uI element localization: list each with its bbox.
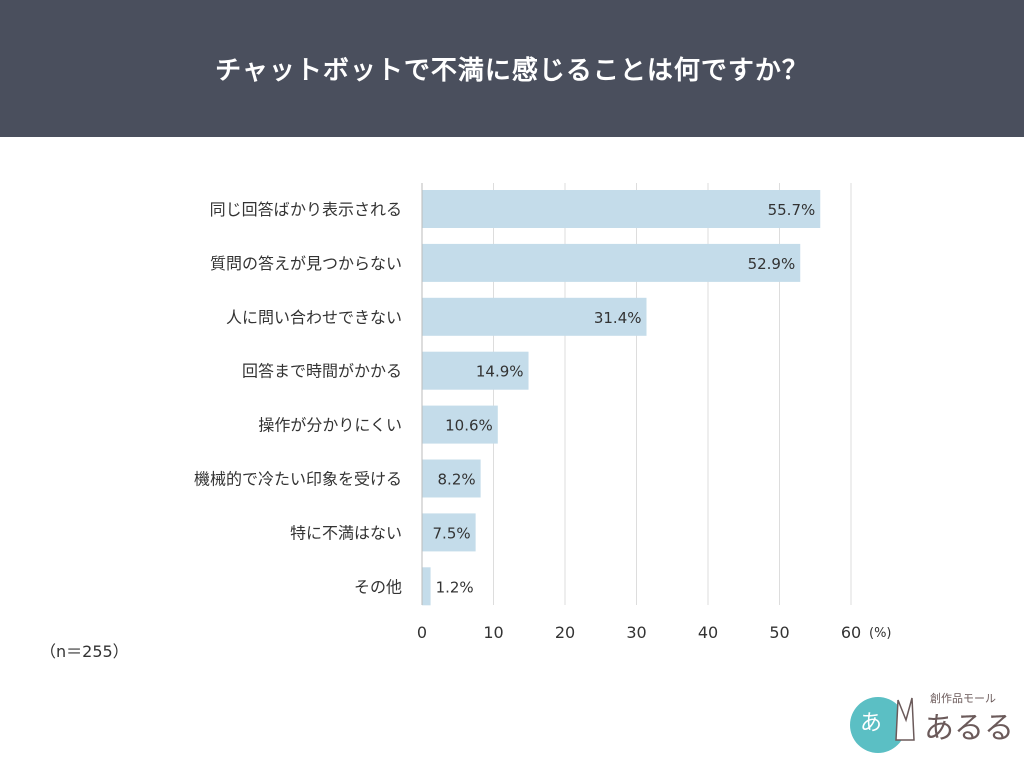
bar: [422, 405, 498, 444]
category-label: 特に不満はない: [290, 523, 402, 542]
logo: あ 創作品モール あるる: [850, 691, 1014, 753]
header: チャットボットで不満に感じることは何ですか？: [0, 0, 1024, 137]
svg-text:創作品モール: 創作品モール: [930, 691, 996, 705]
x-tick-label: 10: [483, 623, 503, 642]
category-label: 人に問い合わせできない: [226, 308, 402, 327]
x-unit-label: (%): [869, 626, 892, 641]
x-tick-label: 50: [769, 623, 789, 642]
bar: [422, 190, 821, 228]
category-label: 回答まで時間がかかる: [242, 362, 402, 381]
svg-text:あるる: あるる: [924, 711, 1014, 746]
category-label: 機械的で冷たい印象を受ける: [194, 470, 402, 489]
bar: [422, 297, 647, 336]
data-label: 52.9%: [748, 255, 796, 273]
data-label: 55.7%: [768, 201, 816, 219]
bar: [422, 567, 431, 606]
bar: [422, 351, 529, 390]
data-label: 1.2%: [436, 578, 474, 596]
bar: [422, 459, 481, 498]
x-tick-label: 40: [698, 623, 718, 642]
data-label: 10.6%: [445, 417, 493, 435]
bar: [422, 243, 801, 282]
sample-size-note: （n＝255）: [40, 642, 129, 661]
category-label: 同じ回答ばかり表示される: [210, 200, 402, 219]
data-label: 31.4%: [594, 309, 642, 327]
bar: [422, 513, 476, 552]
category-label: 質問の答えが見つからない: [210, 254, 402, 273]
chart-title: チャットボットで不満に感じることは何ですか？: [215, 56, 809, 86]
data-label: 8.2%: [438, 471, 476, 489]
x-tick-label: 60: [841, 623, 861, 642]
x-tick-label: 0: [417, 623, 427, 642]
x-tick-label: 20: [555, 623, 575, 642]
x-tick-label: 30: [626, 623, 646, 642]
category-label: 操作が分かりにくい: [258, 416, 402, 435]
svg-text:あ: あ: [860, 711, 882, 736]
data-label: 14.9%: [476, 363, 524, 381]
data-label: 7.5%: [433, 524, 471, 542]
category-label: その他: [354, 577, 402, 596]
